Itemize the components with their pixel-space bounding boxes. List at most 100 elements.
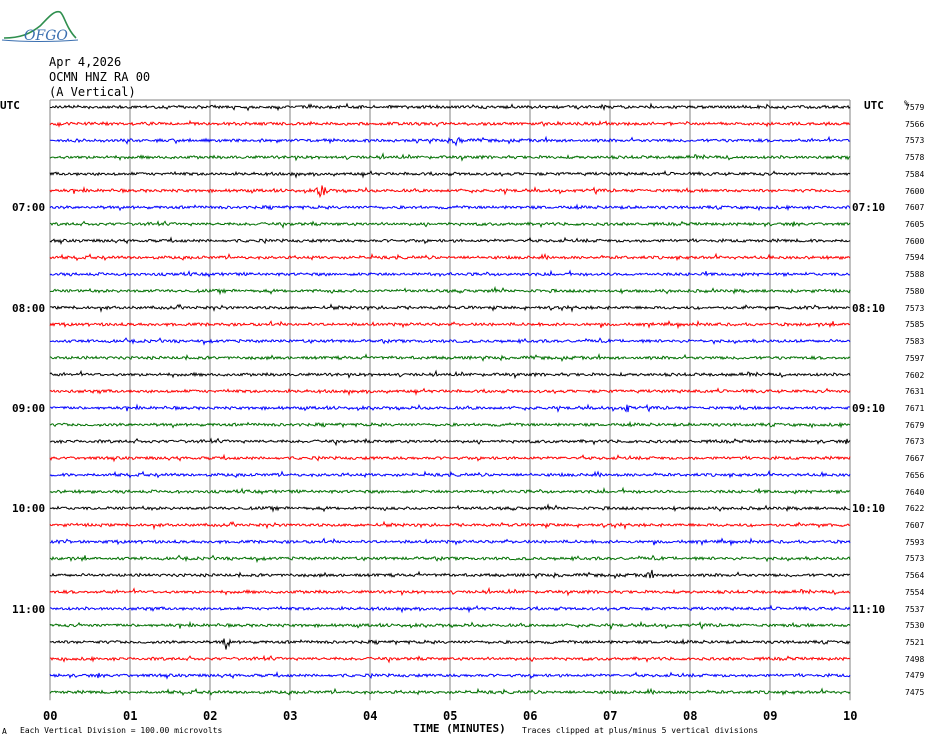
trace-value-label: 7597	[905, 353, 925, 363]
trace-value-label: 7631	[905, 387, 925, 397]
trace-value-label: 7584	[905, 169, 925, 179]
trace-value-label: 7573	[905, 303, 925, 313]
right-time-label: 11:10	[852, 602, 886, 616]
trace-line-17	[49, 387, 851, 397]
clip-note: Traces clipped at plus/minus 5 vertical …	[522, 726, 759, 735]
trace-line-13	[49, 319, 851, 330]
trace-value-label: 7580	[905, 286, 925, 296]
trace-value-label: 7573	[905, 136, 925, 146]
right-time-label: 09:10	[852, 401, 886, 415]
trace-line-22	[49, 470, 851, 479]
right-time-label: 10:10	[852, 502, 886, 516]
trace-value-label: 7640	[905, 487, 925, 497]
trace-line-3	[49, 152, 851, 162]
trace-value-label: 7602	[905, 370, 925, 380]
trace-line-27	[49, 554, 851, 564]
trace-line-34	[49, 671, 851, 680]
x-axis-title: TIME (MINUTES)	[413, 722, 506, 735]
trace-value-label: 7673	[905, 437, 925, 447]
trace-line-6	[49, 203, 851, 212]
right-utc-label: UTC	[864, 99, 884, 112]
component-label: (A Vertical)	[49, 85, 136, 99]
trace-value-label: 7607	[905, 203, 925, 213]
trace-line-0	[49, 102, 851, 112]
trace-value-label: 7667	[905, 454, 925, 464]
trace-value-label: 7537	[905, 604, 925, 614]
trace-value-label: 7583	[905, 337, 925, 347]
trace-line-28	[49, 569, 851, 580]
trace-value-label: 7588	[905, 270, 925, 280]
trace-line-32	[49, 638, 851, 650]
x-tick-label: 09	[763, 709, 778, 723]
trace-line-31	[49, 620, 851, 631]
left-time-label: 07:00	[12, 201, 46, 215]
trace-line-21	[49, 453, 851, 463]
trace-value-label: 7593	[905, 537, 925, 547]
logo-text: OFGO	[24, 28, 68, 44]
trace-value-label: 7573	[905, 554, 925, 564]
right-unit-label: %	[904, 99, 909, 108]
trace-value-label: 7679	[905, 420, 925, 430]
trace-line-25	[49, 520, 851, 531]
trace-value-label: 7564	[905, 571, 925, 581]
trace-value-label: 7605	[905, 220, 925, 230]
x-tick-label: 10	[843, 709, 858, 723]
right-time-label: 07:10	[852, 201, 886, 215]
trace-line-11	[49, 285, 851, 296]
station-label: OCMN HNZ RA 00	[49, 70, 151, 84]
x-tick-label: 07	[603, 709, 618, 723]
trace-value-label: 7607	[905, 521, 925, 530]
trace-line-15	[49, 353, 851, 362]
trace-line-2	[49, 135, 851, 147]
trace-value-label: 7622	[905, 504, 925, 514]
footer-small-label: A	[2, 727, 7, 736]
trace-line-26	[49, 537, 851, 547]
logo: OFGO	[1, 10, 79, 44]
trace-value-label: 7656	[905, 470, 925, 480]
trace-value-label: 7498	[905, 654, 925, 664]
trace-value-label: 7554	[905, 587, 925, 597]
left-utc-label: UTC	[0, 99, 20, 112]
x-tick-label: 05	[443, 709, 458, 723]
trace-value-label: 7600	[905, 236, 925, 246]
trace-line-9	[49, 252, 851, 262]
trace-value-label: 7475	[905, 688, 925, 698]
trace-line-33	[49, 654, 851, 664]
trace-value-label: 7671	[905, 403, 925, 413]
trace-value-label: 7566	[905, 119, 925, 129]
x-tick-label: 03	[283, 709, 298, 723]
trace-line-19	[49, 420, 851, 429]
trace-line-16	[49, 369, 851, 380]
x-tick-label: 08	[683, 709, 698, 723]
trace-line-12	[49, 303, 851, 313]
trace-value-label: 7579	[905, 103, 925, 112]
trace-line-14	[49, 337, 851, 346]
left-time-label: 09:00	[12, 401, 46, 415]
trace-value-label: 7530	[905, 621, 925, 631]
trace-line-1	[49, 119, 851, 128]
trace-value-label: 7600	[905, 186, 925, 196]
trace-value-label: 7521	[905, 638, 925, 648]
trace-line-10	[49, 269, 851, 278]
trace-line-18	[49, 403, 851, 413]
trace-line-35	[49, 687, 851, 697]
division-note: Each Vertical Division = 100.00 microvol…	[20, 726, 223, 735]
trace-line-30	[49, 604, 851, 614]
trace-line-5	[49, 185, 851, 199]
right-time-label: 08:10	[852, 301, 886, 315]
trace-line-4	[49, 169, 851, 179]
trace-line-29	[49, 586, 851, 597]
x-tick-label: 06	[523, 709, 538, 723]
trace-line-8	[49, 236, 851, 246]
trace-line-24	[49, 503, 851, 513]
left-time-label: 11:00	[12, 602, 46, 616]
trace-value-label: 7578	[905, 153, 925, 163]
left-time-label: 10:00	[12, 502, 46, 516]
trace-line-7	[49, 220, 851, 229]
trace-value-label: 7594	[905, 253, 925, 263]
x-tick-label: 00	[43, 709, 58, 723]
x-tick-label: 01	[123, 709, 138, 723]
left-time-label: 08:00	[12, 301, 46, 315]
x-tick-label: 04	[363, 709, 378, 723]
